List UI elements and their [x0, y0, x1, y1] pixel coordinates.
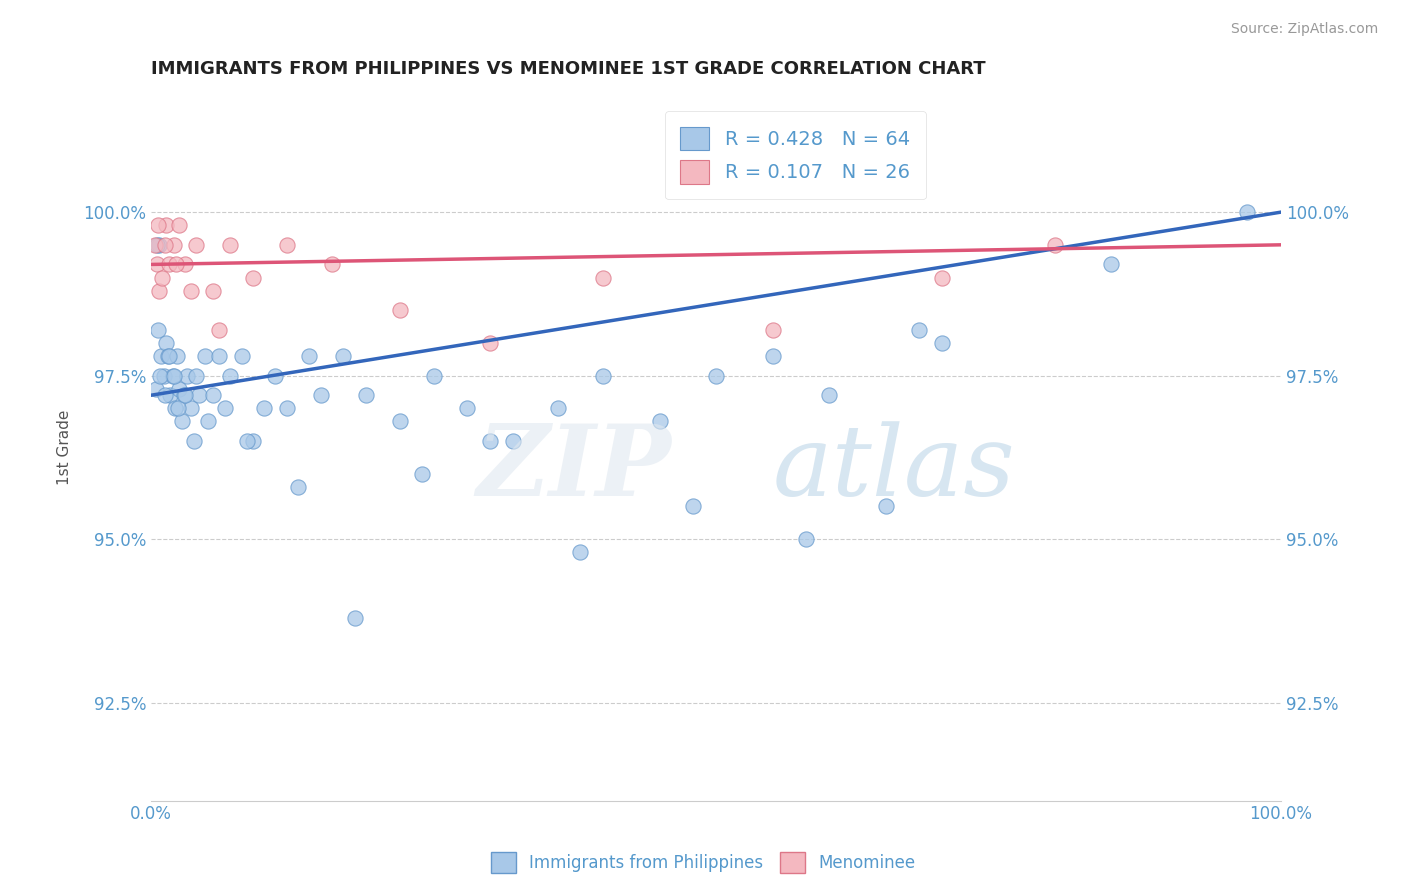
Point: [592, 368, 614, 383]
Point: [153, 237, 176, 252]
Point: [152, 368, 174, 383]
Point: [343, 610, 366, 624]
Point: [1043, 237, 1066, 252]
Point: [388, 414, 411, 428]
Point: [214, 401, 236, 416]
Point: [219, 368, 242, 383]
Point: [875, 500, 897, 514]
Point: [242, 434, 264, 448]
Point: [253, 401, 276, 416]
Point: [146, 323, 169, 337]
Point: [287, 480, 309, 494]
Point: [152, 270, 174, 285]
Point: [208, 349, 231, 363]
Point: [157, 257, 180, 271]
Point: [163, 237, 186, 252]
Point: [931, 270, 953, 285]
Point: [569, 545, 592, 559]
Point: [170, 414, 193, 428]
Point: [174, 388, 197, 402]
Point: [908, 323, 931, 337]
Point: [148, 284, 170, 298]
Point: [682, 500, 704, 514]
Point: [411, 467, 433, 481]
Point: [219, 237, 242, 252]
Point: [479, 434, 502, 448]
Point: [148, 237, 170, 252]
Point: [354, 388, 377, 402]
Point: [931, 335, 953, 350]
Point: [202, 284, 225, 298]
Point: [186, 368, 208, 383]
Text: Source: ZipAtlas.com: Source: ZipAtlas.com: [1230, 22, 1378, 37]
Point: [422, 368, 444, 383]
Point: [332, 349, 354, 363]
Point: [155, 335, 177, 350]
Legend: Immigrants from Philippines, Menominee: Immigrants from Philippines, Menominee: [484, 846, 922, 880]
Point: [236, 434, 259, 448]
Point: [145, 382, 167, 396]
Point: [208, 323, 231, 337]
Point: [146, 218, 169, 232]
Point: [309, 388, 332, 402]
Point: [163, 401, 186, 416]
Point: [157, 349, 180, 363]
Y-axis label: 1st Grade: 1st Grade: [58, 409, 72, 485]
Point: [479, 335, 502, 350]
Point: [796, 532, 818, 546]
Point: [321, 257, 343, 271]
Legend: R = 0.428   N = 64, R = 0.107   N = 26: R = 0.428 N = 64, R = 0.107 N = 26: [665, 112, 925, 200]
Point: [183, 434, 205, 448]
Point: [592, 270, 614, 285]
Point: [648, 414, 671, 428]
Point: [173, 388, 195, 402]
Point: [818, 388, 841, 402]
Point: [166, 349, 188, 363]
Point: [761, 323, 783, 337]
Point: [143, 237, 166, 252]
Point: [502, 434, 524, 448]
Point: [149, 368, 172, 383]
Point: [1236, 205, 1258, 219]
Point: [186, 237, 208, 252]
Point: [153, 388, 176, 402]
Point: [704, 368, 727, 383]
Point: [180, 284, 202, 298]
Point: [1101, 257, 1123, 271]
Point: [388, 303, 411, 318]
Point: [264, 368, 287, 383]
Text: atlas: atlas: [772, 421, 1015, 516]
Point: [187, 388, 209, 402]
Text: ZIP: ZIP: [475, 420, 671, 517]
Point: [165, 257, 187, 271]
Point: [169, 382, 191, 396]
Point: [276, 237, 298, 252]
Point: [547, 401, 569, 416]
Point: [159, 388, 181, 402]
Point: [174, 257, 197, 271]
Point: [162, 368, 184, 383]
Point: [146, 257, 169, 271]
Point: [242, 270, 264, 285]
Point: [231, 349, 253, 363]
Title: IMMIGRANTS FROM PHILIPPINES VS MENOMINEE 1ST GRADE CORRELATION CHART: IMMIGRANTS FROM PHILIPPINES VS MENOMINEE…: [152, 60, 986, 78]
Point: [157, 349, 180, 363]
Point: [298, 349, 321, 363]
Point: [180, 401, 202, 416]
Point: [146, 237, 169, 252]
Point: [176, 368, 198, 383]
Point: [276, 401, 298, 416]
Point: [761, 349, 783, 363]
Point: [457, 401, 479, 416]
Point: [194, 349, 217, 363]
Point: [197, 414, 219, 428]
Point: [155, 218, 177, 232]
Point: [163, 368, 186, 383]
Point: [202, 388, 225, 402]
Point: [169, 218, 191, 232]
Point: [150, 349, 173, 363]
Point: [167, 401, 190, 416]
